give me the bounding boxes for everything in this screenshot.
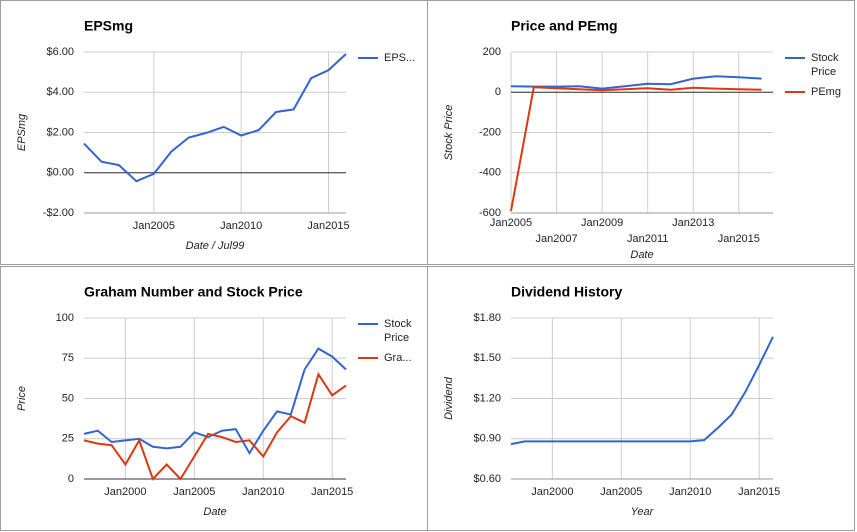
legend-label: Stock Price	[811, 52, 842, 78]
x-tick-label: Jan2010	[242, 486, 284, 498]
data-line	[83, 347, 347, 456]
y-tick-label: -600	[479, 207, 501, 219]
y-tick-label: $2.00	[46, 126, 74, 138]
y-tick-label: $0.00	[46, 167, 74, 179]
x-tick-label: Jan2005	[173, 486, 215, 498]
y-axis-title: Dividend	[443, 376, 455, 420]
y-tick-label: 75	[62, 352, 74, 364]
x-tick-label: Jan2010	[669, 486, 711, 498]
y-tick-label: -400	[479, 167, 501, 179]
legend-label: EPS...	[384, 52, 415, 64]
x-axis-title: Date / Jul99	[186, 240, 245, 252]
chart-title: Dividend History	[511, 284, 622, 300]
x-tick-label: Jan2005	[490, 217, 532, 229]
panel-border	[0, 266, 428, 531]
y-axis-title: Stock Price	[443, 105, 455, 161]
data-line	[510, 75, 762, 90]
y-tick-label: $1.80	[473, 312, 501, 324]
legend-label: Stock Price	[384, 318, 415, 344]
y-tick-label: $1.50	[473, 352, 501, 364]
y-tick-label: -200	[479, 126, 501, 138]
chart-panel: EPSmg -$2.00 $0.00 $2.00 $4.00 $6.00 Jan2005 Ja…	[0, 0, 428, 265]
chart-panel: Price and PEmg-600-400-2000200Jan2005Jan…	[427, 0, 855, 265]
x-axis-title: Date	[203, 506, 226, 518]
y-tick-label: $6.00	[46, 46, 74, 58]
y-axis-title: Price	[16, 386, 28, 411]
chart-title: Graham Number and Stock Price	[84, 284, 303, 300]
y-tick-label: -$2.00	[43, 207, 74, 219]
chart-title: Price and PEmg	[511, 18, 618, 34]
x-tick-label: Jan2013	[672, 217, 714, 229]
chart-panel: Graham Number and Stock Price 0 25 50 75 100 J…	[0, 266, 428, 531]
x-tick-label: Jan2011	[627, 233, 668, 245]
y-tick-label: $4.00	[46, 86, 74, 98]
x-tick-label: Jan2015	[311, 486, 353, 498]
chart-title: EPSmg	[84, 18, 133, 34]
data-line	[510, 86, 762, 212]
x-tick-label: Jan2010	[220, 220, 262, 232]
x-axis-title: Date	[630, 249, 653, 261]
y-tick-label: $1.20	[473, 392, 501, 404]
x-axis-title: Year	[631, 506, 655, 518]
data-line	[83, 371, 347, 481]
legend-label: PEmg	[811, 86, 841, 98]
y-tick-label: 0	[68, 473, 74, 485]
x-tick-label: Jan2000	[531, 486, 573, 498]
x-tick-label: Jan2007	[535, 233, 577, 245]
x-tick-label: Jan2005	[600, 486, 642, 498]
x-tick-label: Jan2009	[581, 217, 623, 229]
y-tick-label: 100	[56, 312, 74, 324]
x-tick-label: Jan2000	[104, 486, 146, 498]
x-tick-label: Jan2015	[718, 233, 760, 245]
data-line	[83, 53, 347, 183]
y-tick-label: $0.60	[473, 473, 501, 485]
y-tick-label: 50	[62, 392, 74, 404]
y-axis-title: EPSmg	[16, 113, 28, 151]
y-tick-label: 0	[495, 86, 501, 98]
x-tick-label: Jan2005	[133, 220, 175, 232]
x-tick-label: Jan2015	[738, 486, 780, 498]
chart-panel: Dividend History $0.60 $0.90 $1.20 $1.50 $1.8…	[427, 266, 855, 531]
legend-label: Gra...	[384, 352, 412, 364]
y-tick-label: $0.90	[473, 433, 501, 445]
x-tick-label: Jan2015	[307, 220, 349, 232]
y-tick-label: 200	[483, 46, 501, 58]
y-tick-label: 25	[62, 433, 74, 445]
data-line	[510, 336, 774, 446]
